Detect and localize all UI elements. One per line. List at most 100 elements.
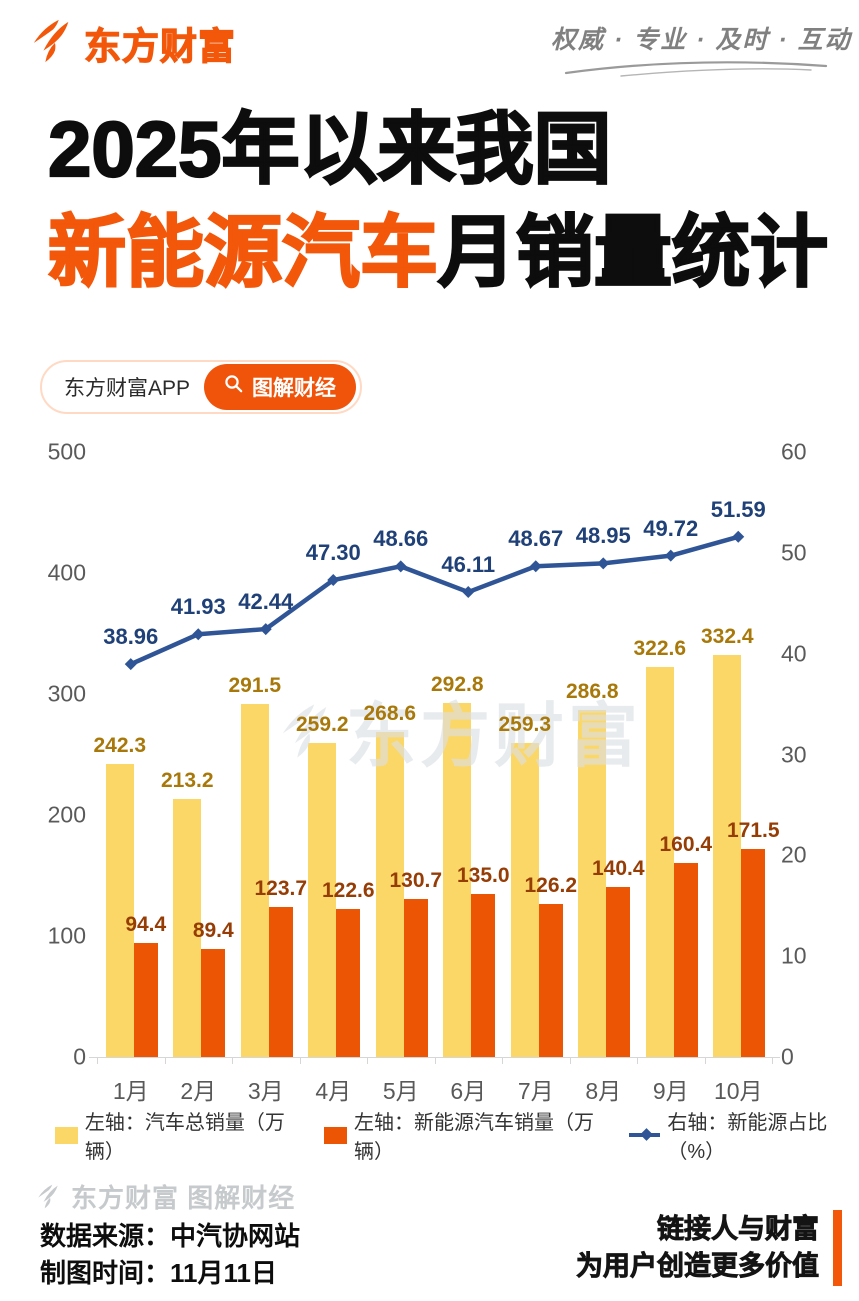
line-value-label: 41.93 [170, 594, 226, 620]
search-icon [224, 374, 244, 400]
x-axis-category-label: 9月 [652, 1078, 689, 1104]
left-axis-tick-label: 500 [47, 438, 86, 465]
x-axis-tick [232, 1058, 233, 1064]
bar-total [713, 654, 742, 1057]
bar-nev [741, 849, 766, 1057]
line-value-label: 46.11 [441, 552, 496, 578]
x-axis-tick [569, 1058, 571, 1064]
line-value-label: 42.44 [238, 589, 294, 615]
left-axis-tick-label: 200 [47, 801, 86, 828]
x-axis-tick [434, 1058, 436, 1064]
bar-value-label: 140.4 [591, 857, 645, 881]
bar-value-label: 126.2 [524, 874, 578, 898]
legend-label-total-sales: 左轴：汽车总销量（万辆） [84, 1112, 285, 1163]
bar-value-label: 94.4 [125, 912, 167, 936]
left-axis-tick-label: 400 [47, 559, 86, 586]
x-axis-tick [367, 1058, 368, 1064]
x-axis-tick [164, 1058, 166, 1064]
right-axis-tick-label: 10 [781, 942, 807, 969]
legend-line-marker-nev-share [628, 1128, 661, 1141]
line-value-label: 48.66 [373, 526, 429, 552]
brand-logo-icon [30, 17, 76, 70]
brand-tagline: 权威 · 专业 · 及时 · 互动 [551, 20, 850, 78]
legend-item-total-sales: 左轴：汽车总销量（万辆） [55, 1106, 296, 1164]
bar-value-label: 123.7 [254, 877, 308, 901]
bar-value-label: 332.4 [700, 624, 754, 648]
bar-total [645, 666, 674, 1057]
bar-value-label: 213.2 [160, 769, 214, 793]
slogan-accent-bar [833, 1210, 842, 1286]
right-axis-tick-label: 20 [781, 841, 807, 868]
bar-total [375, 731, 404, 1057]
x-axis-category-label: 2月 [180, 1078, 217, 1104]
bar-nev [403, 898, 428, 1057]
line-value-label: 48.67 [508, 526, 564, 552]
right-axis-tick-label: 40 [781, 640, 807, 667]
bar-total [173, 799, 202, 1057]
right-axis-tick-label: 30 [781, 741, 807, 767]
legend-swatch-total-sales [55, 1126, 78, 1144]
line-point-marker [192, 628, 205, 641]
bar-value-label: 135.0 [456, 863, 510, 887]
pictorial-finance-button[interactable]: 图解财经 [204, 364, 357, 410]
bar-total [308, 743, 337, 1057]
bar-nev [133, 942, 158, 1057]
line-point-marker [327, 574, 340, 587]
x-axis-tick [299, 1058, 301, 1064]
chart-watermark-text: 东方财富 [346, 697, 642, 775]
bar-nev [336, 908, 361, 1057]
legend-item-nev-share: 右轴：新能源占比（%） [628, 1106, 859, 1164]
bar-nev [201, 948, 226, 1057]
bar-nev [268, 907, 293, 1057]
right-axis-tick-label: 0 [781, 1043, 794, 1070]
bar-value-label: 268.6 [363, 701, 417, 725]
bar-value-label: 122.6 [321, 878, 375, 902]
x-axis-category-label: 5月 [382, 1078, 419, 1104]
bar-value-label: 259.3 [498, 713, 552, 737]
bar-total [443, 702, 472, 1057]
page-title-highlight: 新能源汽车 [47, 207, 439, 297]
bar-nev [673, 862, 698, 1057]
line-point-marker [732, 530, 745, 543]
x-axis-category-label: 4月 [315, 1078, 352, 1104]
line-point-marker [259, 623, 272, 636]
app-badge[interactable]: 东方财富APP 图解财经 [40, 360, 363, 414]
bar-nev [606, 887, 631, 1057]
watermark-logo-icon [282, 703, 327, 758]
line-value-label: 47.30 [305, 540, 361, 566]
app-badge-label: 东方财富APP [64, 377, 191, 400]
footer-slogan: 链接人与财富 为用户创造更多价值 [576, 1210, 842, 1286]
line-value-label: 51.59 [710, 496, 766, 522]
line-point-marker [394, 560, 407, 573]
x-axis-category-label: 7月 [517, 1078, 554, 1104]
legend-label-nev-sales: 左轴：新能源汽车销量（万辆） [354, 1112, 595, 1163]
line-value-label: 49.72 [643, 515, 699, 541]
x-axis-category-label: 1月 [112, 1078, 149, 1104]
x-axis-tick [502, 1058, 503, 1064]
dual-axis-chart: 东方财富 0 100 200 300 400 500 0 10 20 30 40 50 60 1月 2月 3月… [0, 438, 859, 1110]
x-axis-category-label: 8月 [585, 1078, 622, 1104]
page-title-line2: 新能源汽车月销量统计 [47, 201, 829, 304]
x-axis-tick [704, 1058, 706, 1064]
brand-tagline-text: 权威 · 专业 · 及时 · 互动 [551, 26, 852, 54]
chart-legend: 左轴：汽车总销量（万辆） 左轴：新能源汽车销量（万辆） 右轴：新能源占比（%） [55, 1112, 859, 1163]
bar-total [240, 704, 269, 1057]
slogan-line1: 链接人与财富 [657, 1214, 820, 1245]
bar-value-label: 286.8 [565, 679, 619, 703]
footer-slogan-text: 链接人与财富 为用户创造更多价值 [576, 1211, 833, 1285]
bar-value-label: 130.7 [389, 868, 443, 892]
x-axis-category-label: 10月 [713, 1078, 763, 1104]
line-point-marker [664, 549, 677, 562]
line-value-label: 48.95 [575, 523, 631, 549]
footer-watermark-text: 东方财富 图解财经 [71, 1183, 296, 1213]
line-point-marker [529, 560, 542, 573]
x-axis-tick [637, 1058, 638, 1064]
left-axis-tick-label: 100 [47, 922, 86, 949]
slogan-line2: 为用户创造更多价值 [576, 1251, 820, 1282]
bar-nev [538, 904, 563, 1057]
bar-value-label: 171.5 [726, 819, 780, 843]
x-axis-tick [97, 1058, 98, 1064]
chart-watermark: 东方财富 [278, 680, 642, 781]
bar-total [105, 763, 134, 1057]
nev-share-line [124, 530, 745, 671]
